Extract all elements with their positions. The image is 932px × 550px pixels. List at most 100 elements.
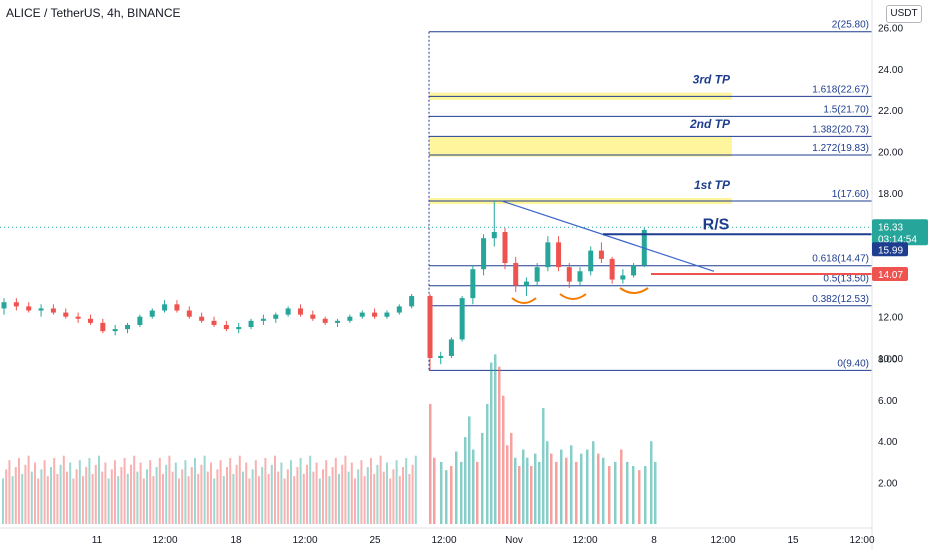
time-tick-label: 25 (369, 535, 381, 546)
price-tick-label: 22.00 (878, 106, 903, 117)
volume-bar (232, 473, 235, 524)
volume-bar (133, 455, 136, 524)
volume-bar (315, 462, 318, 524)
volume-bar (130, 464, 132, 524)
volume-bar (66, 471, 68, 524)
volume-bar (197, 473, 200, 524)
volume-bar (162, 473, 164, 524)
time-tick-label: 12:00 (572, 535, 597, 546)
candle-body (174, 304, 180, 311)
volume-bar (560, 449, 563, 524)
volume-bar (8, 460, 11, 524)
time-tick-label: Nov (505, 535, 523, 546)
volume-bar (309, 455, 312, 524)
volume-bar (142, 478, 145, 524)
fib-level-label: 0.618(14.47) (812, 254, 869, 265)
volume-bar (460, 461, 463, 524)
volume-bar (50, 467, 52, 524)
fib-level-label: 0(9.40) (837, 358, 869, 369)
volume-bar (210, 462, 212, 524)
volume-bar (280, 462, 283, 524)
volume-bar (277, 471, 280, 524)
price-tick-label: 24.00 (878, 65, 903, 76)
candle-body (248, 320, 254, 328)
shoulder-arc (511, 297, 537, 304)
time-tick-label: 12:00 (152, 535, 177, 546)
candle-body (211, 320, 217, 325)
candle-body (396, 306, 402, 313)
volume-bar (402, 467, 404, 524)
volume-bar (56, 473, 59, 524)
volume-bar (78, 460, 81, 524)
price-tick-label: 20.00 (878, 148, 903, 159)
candle-body (359, 312, 365, 317)
volume-bar (267, 473, 270, 524)
shoulder-arc (559, 293, 587, 300)
candle-body (502, 232, 508, 264)
volume-bar (408, 473, 411, 524)
currency-button[interactable]: USDT (886, 5, 922, 23)
fibonacci-levels: 2(25.80) 1.618(22.67) 1.5(21.70) 1.382(20.7… (428, 20, 872, 371)
volume-bar (538, 461, 541, 524)
volume-bar (290, 460, 292, 524)
candle-body (545, 242, 551, 268)
shoulder-arc (619, 287, 649, 294)
volume-bar (620, 449, 623, 524)
volume-bar (69, 462, 72, 524)
volume-bar (363, 476, 366, 524)
volume-bar (293, 476, 296, 524)
volume-bar (238, 455, 241, 524)
candle-body (186, 310, 192, 317)
volume-bar (40, 469, 43, 524)
volume-bar (72, 478, 75, 524)
volume-bar (608, 466, 611, 524)
volume-bar (126, 473, 129, 524)
volume-bar (62, 455, 65, 524)
tp-zone (429, 137, 732, 157)
volume-bar (82, 476, 84, 524)
volume-bar (366, 467, 369, 524)
volume-bar (181, 469, 184, 524)
volume-bar (440, 461, 443, 524)
volume-bar (379, 455, 382, 524)
volume-bar (542, 408, 545, 524)
candle-body (409, 296, 415, 307)
volume-bar (312, 471, 315, 524)
volume-bar (382, 471, 385, 524)
volume-bar (555, 461, 558, 524)
candle-body (588, 250, 594, 272)
candle-body (137, 316, 143, 325)
candle-body (199, 316, 205, 321)
candle-body (310, 314, 316, 319)
volume-bar (350, 462, 353, 524)
fib-level-label: 2(25.80) (832, 20, 869, 31)
candle-body (162, 304, 168, 311)
volume-bar (91, 473, 94, 524)
time-tick-label: 12:00 (710, 535, 735, 546)
volume-bar (302, 473, 305, 524)
volume-bar (216, 469, 219, 524)
volume-bar (155, 467, 158, 524)
candle-body (523, 281, 529, 286)
volume-bar (88, 457, 91, 524)
volume-bar (152, 476, 155, 524)
candle-body (112, 329, 118, 332)
volume-bar (476, 461, 479, 524)
volume-bar (85, 467, 88, 524)
volume-bar (59, 464, 62, 524)
price-tick-label: 26.00 (878, 24, 903, 35)
volume-bar (481, 432, 484, 524)
volume-bar (534, 453, 537, 524)
volume-bar (464, 437, 467, 524)
volume-bar (94, 464, 97, 524)
volume-bar (318, 478, 321, 524)
volume-bar (296, 467, 299, 524)
volume-bar (43, 460, 46, 524)
volume-bar (376, 464, 379, 524)
chart-title: ALICE / TetherUS, 4h, BINANCE (6, 6, 181, 20)
volume-bar (445, 470, 448, 524)
volume-bar (331, 467, 334, 524)
volume-bar (389, 478, 392, 524)
volume-bar (98, 455, 100, 524)
